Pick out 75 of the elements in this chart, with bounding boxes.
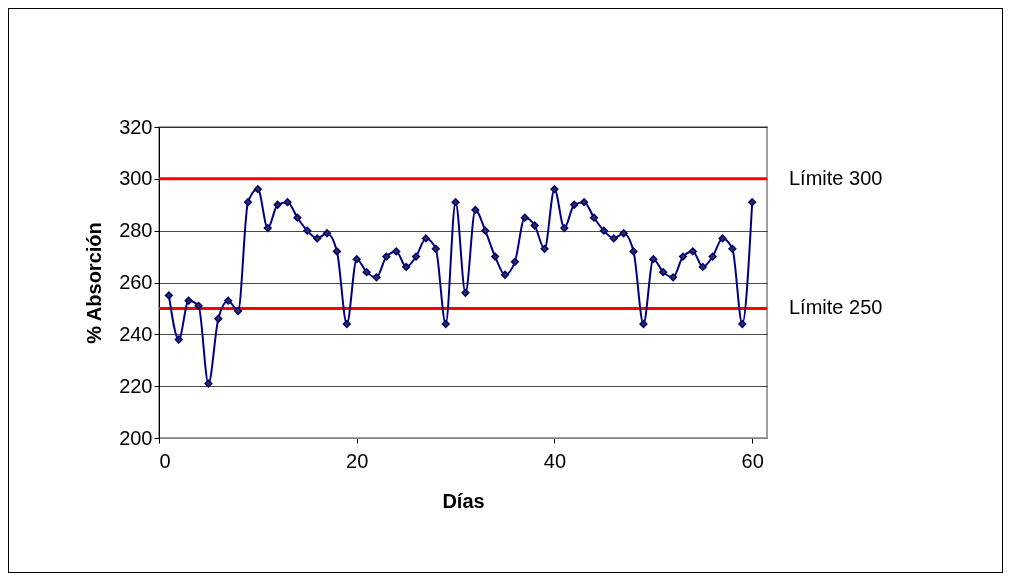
point	[609, 234, 618, 243]
point	[164, 291, 173, 300]
point	[619, 229, 628, 238]
point	[491, 252, 500, 261]
point	[500, 270, 510, 279]
point	[411, 252, 421, 261]
point	[392, 247, 401, 256]
x-tick-label: 40	[543, 449, 567, 472]
point	[659, 268, 668, 277]
x-tick-label: 20	[346, 449, 369, 472]
x-tick-label: 0	[159, 449, 171, 472]
point	[728, 244, 737, 253]
point	[589, 213, 599, 222]
point	[402, 262, 411, 272]
point	[708, 252, 717, 261]
y-tick-label: 220	[119, 374, 153, 397]
point	[649, 255, 658, 264]
point	[184, 296, 193, 305]
point	[441, 319, 450, 329]
point	[748, 198, 757, 207]
point	[431, 244, 440, 253]
point	[688, 247, 697, 256]
point	[303, 226, 312, 235]
point	[530, 221, 539, 230]
y-tick-label: 300	[119, 167, 153, 190]
point	[678, 252, 688, 261]
point	[332, 247, 342, 256]
point	[599, 226, 608, 235]
point	[233, 306, 243, 316]
y-tick-label: 200	[119, 426, 153, 449]
point	[738, 319, 747, 329]
point	[194, 301, 203, 310]
point	[560, 223, 569, 233]
point	[273, 200, 282, 209]
y-tick-label: 280	[119, 219, 153, 242]
point	[372, 273, 381, 282]
point	[174, 335, 183, 344]
y-axis-title: % Absorción	[83, 222, 106, 344]
y-tick-label: 240	[119, 322, 153, 345]
point	[204, 379, 213, 388]
y-tick-label: 260	[119, 271, 153, 293]
x-tick-label: 60	[741, 449, 764, 472]
point	[629, 247, 638, 256]
point	[451, 198, 460, 207]
ref-line-label: Límite 300	[789, 166, 883, 189]
point	[481, 226, 490, 235]
point	[550, 185, 559, 194]
point	[471, 205, 480, 215]
point	[421, 234, 431, 243]
point	[322, 229, 332, 238]
point	[570, 200, 579, 209]
point	[718, 234, 727, 243]
point	[540, 244, 549, 253]
point	[342, 319, 351, 329]
point	[263, 223, 272, 233]
y-tick-label: 320	[119, 115, 153, 138]
ref-line-label: Límite 250	[789, 296, 883, 319]
point	[293, 213, 302, 222]
point	[639, 319, 648, 329]
point	[253, 185, 262, 194]
point	[283, 198, 292, 207]
point	[510, 257, 520, 266]
point	[214, 314, 223, 323]
point	[224, 296, 233, 305]
point	[698, 262, 707, 272]
point	[520, 213, 529, 222]
point	[243, 198, 253, 207]
x-axis-title: Días	[442, 489, 485, 512]
point	[668, 273, 678, 282]
point	[362, 268, 371, 277]
point	[382, 252, 391, 261]
point	[461, 288, 470, 297]
point	[352, 255, 361, 264]
point	[580, 198, 589, 207]
point	[313, 234, 322, 243]
